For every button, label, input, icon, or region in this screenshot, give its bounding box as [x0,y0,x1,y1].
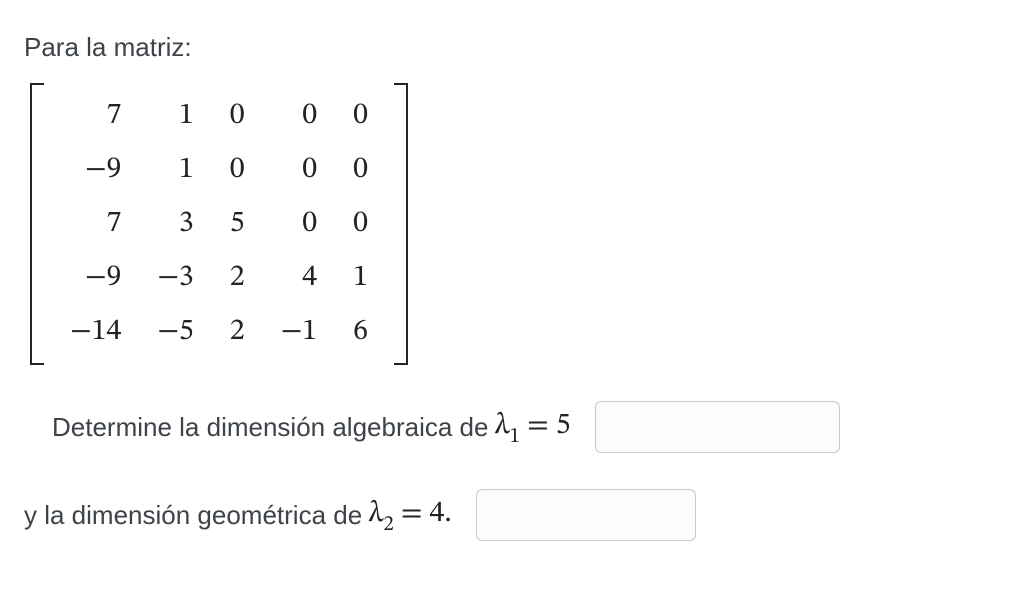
matrix-cell: −5 [139,305,211,359]
matrix-cell: −9 [52,143,139,197]
matrix-cell: −1 [263,305,335,359]
lambda-symbol: λ [494,411,509,441]
question-1-lambda: λ1 = 5 [494,407,570,448]
matrix-cell: 0 [335,197,386,251]
matrix-cell: 1 [139,89,211,143]
question-1-line: Determine la dimensión algebraica de λ1 … [24,401,992,453]
matrix-cell: 0 [263,197,335,251]
answer-input-2[interactable] [476,489,696,541]
matrix-cell: −14 [52,305,139,359]
question-1-prefix: Determine la dimensión algebraica de [52,412,488,443]
matrix-row: −14 −5 2 −1 6 [52,305,386,359]
lambda-subscript: 1 [510,426,520,447]
matrix-row: −9 −3 2 4 1 [52,251,386,305]
bracket-right [394,83,408,365]
lambda-equals: = 5 [520,411,571,441]
matrix-cell: 7 [52,89,139,143]
answer-input-1[interactable] [595,401,840,453]
matrix-row: 7 3 5 0 0 [52,197,386,251]
lambda-equals: = 4. [394,499,452,529]
matrix-row: −9 1 0 0 0 [52,143,386,197]
question-2-prefix: y la dimensión geométrica de [24,500,362,531]
lambda-subscript: 2 [383,514,393,535]
matrix-display: 7 1 0 0 0 −9 1 0 0 0 7 3 5 0 0 −9 −3 2 4… [30,83,408,365]
matrix-body: 7 1 0 0 0 −9 1 0 0 0 7 3 5 0 0 −9 −3 2 4… [52,89,386,359]
matrix-cell: 0 [335,143,386,197]
matrix-cell: 5 [212,197,263,251]
matrix-cell: 7 [52,197,139,251]
matrix-cell: 2 [212,251,263,305]
matrix-cell: 0 [263,143,335,197]
matrix-cell: −3 [139,251,211,305]
question-2-lambda: λ2 = 4. [368,495,452,536]
matrix-cell: 0 [212,89,263,143]
matrix-cell: 6 [335,305,386,359]
matrix-cell: 2 [212,305,263,359]
bracket-left [30,83,44,365]
matrix-cell: 1 [335,251,386,305]
lambda-symbol: λ [368,499,383,529]
matrix-cell: 1 [139,143,211,197]
matrix-row: 7 1 0 0 0 [52,89,386,143]
matrix-cell: 3 [139,197,211,251]
intro-text: Para la matriz: [24,32,992,63]
question-2-line: y la dimensión geométrica de λ2 = 4. [24,489,992,541]
matrix-cell: −9 [52,251,139,305]
matrix-cell: 0 [212,143,263,197]
matrix-cell: 0 [263,89,335,143]
matrix-cell: 4 [263,251,335,305]
matrix-cell: 0 [335,89,386,143]
